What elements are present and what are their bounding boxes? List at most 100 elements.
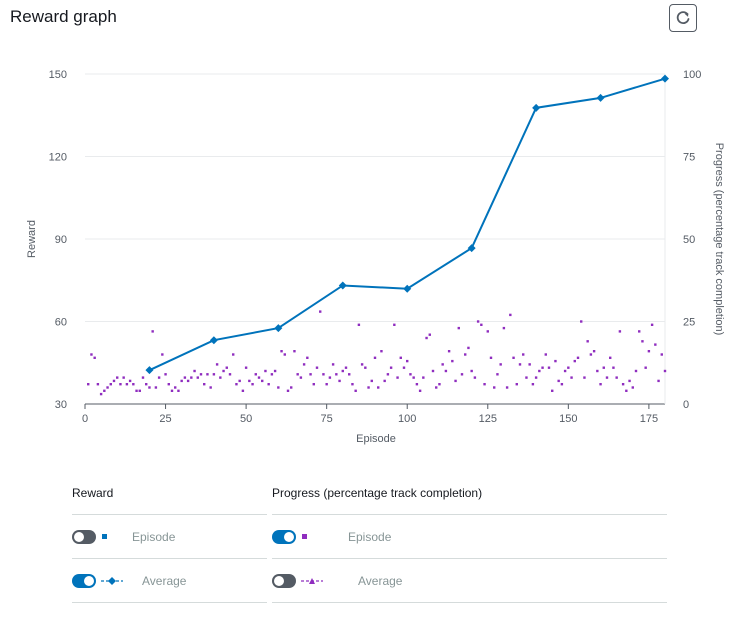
progress-point: [132, 383, 135, 386]
progress-point: [444, 369, 448, 373]
progress-point: [170, 389, 174, 392]
legend-reward-group: Reward Episode Average: [72, 478, 267, 603]
progress-point: [90, 353, 93, 356]
legend-progress-episode-label: Episode: [348, 529, 392, 544]
progress-point: [505, 386, 509, 389]
progress-point: [186, 379, 190, 383]
x-tick-label: 175: [640, 413, 658, 425]
average-point: [338, 281, 347, 290]
legend-reward-header: Reward: [72, 478, 267, 515]
progress-average-toggle[interactable]: [272, 573, 296, 588]
y-tick-label: 60: [55, 317, 67, 329]
grid-lines: [85, 73, 665, 405]
progress-point: [364, 366, 367, 369]
progress-point: [257, 376, 261, 379]
chart-axes: [84, 74, 666, 409]
progress-point: [570, 376, 573, 379]
progress-point: [457, 326, 460, 330]
tick-labels: 30 60 90 120 150 0 25 50 75 100 0 25 50 75 100 125 150 17…: [49, 69, 702, 425]
progress-point: [325, 383, 328, 386]
progress-point: [393, 323, 396, 326]
progress-point: [435, 386, 438, 389]
progress-point: [225, 366, 228, 369]
progress-point: [531, 383, 535, 386]
progress-point: [190, 376, 193, 379]
progress-episode-series: [87, 310, 667, 396]
y2-tick-label: 0: [683, 399, 689, 411]
legend-progress-group: Progress (percentage track completion) E…: [272, 478, 667, 603]
progress-point: [512, 356, 515, 359]
progress-point: [331, 363, 335, 366]
line-triangle-marker-icon: [300, 576, 324, 586]
legend-reward-episode-label: Episode: [132, 529, 176, 544]
average-point: [596, 93, 605, 102]
progress-point: [489, 356, 493, 359]
progress-point: [573, 359, 576, 363]
y-tick-label: 150: [49, 69, 67, 81]
progress-point: [280, 350, 283, 353]
y2-tick-label: 75: [683, 152, 695, 164]
legend-progress-average-label: Average: [358, 573, 403, 588]
progress-point: [493, 386, 496, 389]
progress-point: [560, 383, 564, 386]
progress-point: [296, 373, 299, 376]
progress-point: [586, 340, 589, 343]
progress-point: [116, 376, 119, 379]
progress-point: [654, 343, 657, 346]
progress-point: [596, 369, 599, 373]
progress-point: [206, 373, 209, 376]
progress-point: [357, 323, 361, 326]
progress-point: [451, 359, 454, 363]
progress-point: [177, 389, 180, 392]
progress-point: [657, 379, 660, 383]
progress-point: [238, 379, 241, 383]
progress-point: [164, 373, 167, 376]
progress-point: [557, 379, 560, 383]
progress-point: [399, 356, 402, 359]
x-tick-label: 50: [240, 413, 252, 425]
progress-point: [219, 376, 222, 379]
progress-point: [335, 373, 338, 376]
progress-point: [302, 363, 306, 366]
progress-point: [380, 350, 383, 353]
square-marker-icon: [100, 532, 110, 542]
progress-point: [631, 386, 634, 389]
progress-point: [212, 373, 216, 376]
legend: Reward Episode Average Progress (percent…: [72, 478, 668, 603]
progress-episode-toggle[interactable]: [272, 529, 296, 544]
progress-point: [473, 376, 477, 379]
progress-point: [467, 346, 470, 350]
progress-point: [251, 383, 254, 386]
progress-point: [625, 389, 628, 392]
progress-point: [270, 373, 274, 376]
progress-point: [87, 383, 90, 386]
average-line: [149, 77, 666, 372]
progress-point: [299, 376, 303, 379]
progress-point: [641, 340, 644, 343]
progress-point: [541, 366, 544, 369]
progress-point: [109, 383, 112, 386]
progress-point: [183, 376, 187, 379]
y-tick-label: 90: [55, 234, 67, 246]
reward-episode-toggle[interactable]: [72, 529, 96, 544]
refresh-button[interactable]: [669, 4, 697, 32]
progress-point: [464, 353, 467, 356]
reward-average-toggle[interactable]: [72, 573, 96, 588]
progress-point: [460, 373, 464, 376]
progress-point: [522, 353, 525, 356]
x-tick-label: 75: [321, 413, 333, 425]
progress-point: [406, 359, 409, 363]
y-tick-label: 30: [55, 399, 67, 411]
progress-point: [425, 336, 428, 340]
progress-point: [628, 379, 631, 383]
progress-point: [273, 369, 277, 373]
progress-point: [412, 376, 415, 379]
x-axis-title: Episode: [356, 433, 396, 445]
progress-point: [125, 383, 129, 386]
progress-point: [476, 320, 480, 323]
progress-point: [370, 379, 373, 383]
average-point: [209, 336, 218, 345]
progress-point: [605, 376, 609, 379]
progress-point: [644, 366, 647, 369]
reward-chart: 30 60 90 120 150 0 25 50 75 100 0 25 50 75 100 125 150 17…: [26, 69, 725, 445]
